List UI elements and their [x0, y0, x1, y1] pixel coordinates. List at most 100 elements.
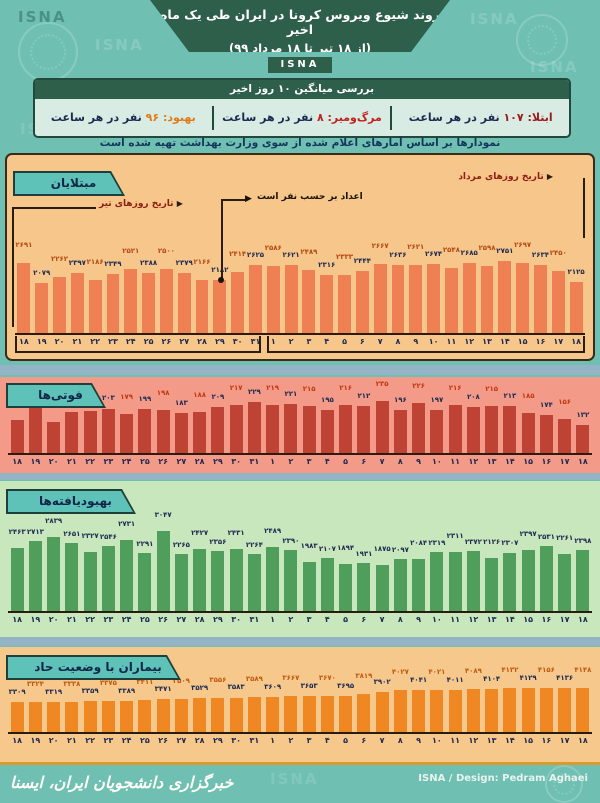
- bar-chart-critical: ۳۳۰۹ ۱۸ ۳۳۲۴ ۱۹ ۳۳۱۹ ۲۰ ۳۳۳۸ ۲۱ ۳۳۵۹ ۲۲ ۳۳۷۵ ۲۳ ۳۳۸۹…: [8, 657, 592, 745]
- bar-value-label: ۲۶۸۵: [460, 249, 478, 258]
- bar-slot: ۲۳۳۳ ۵: [336, 191, 354, 346]
- bar-slot: ۴۱۰۴ ۱۳: [483, 657, 501, 745]
- bar-value-label: ۳۵۲۹: [191, 684, 209, 693]
- x-tick-label: ۲۹: [212, 615, 223, 624]
- bar-value-label: ۳۴۷۱: [154, 685, 172, 694]
- bar-slot: ۲۵۰۰ ۲۶: [157, 191, 176, 346]
- bar: [83, 701, 97, 732]
- bar-value-label: ۲۵۰۰: [157, 247, 175, 256]
- x-tick-label: ۸: [395, 337, 401, 346]
- x-tick-label: ۲۷: [179, 337, 190, 346]
- x-tick-label: ۶: [361, 615, 367, 624]
- bar-value-label: ۲۲۶: [412, 382, 426, 391]
- x-tick-label: ۲۰: [54, 337, 65, 346]
- bar: [47, 537, 61, 611]
- bar-value-label: ۲۱۵: [485, 384, 499, 393]
- bar-slot: ۲۲۶۴ ۳۱: [245, 491, 263, 624]
- bar-slot: ۲۳۱۶ ۴: [318, 191, 336, 346]
- x-tick-label: ۱۸: [12, 736, 23, 745]
- bar-value-label: ۴۰۲۱: [428, 668, 446, 677]
- bar-value-label: ۱۹۳۱: [355, 550, 373, 559]
- bar: [174, 698, 188, 732]
- bar-value-label: ۱۹۶: [393, 396, 407, 405]
- bar-slot: ۲۲۶ ۹: [410, 382, 428, 466]
- bar-slot: ۲۱۶ ۱۱: [446, 384, 464, 466]
- bar-value-label: ۲۷۱۳: [26, 527, 44, 536]
- x-tick-label: ۲۴: [121, 457, 132, 466]
- x-tick-label: ۵: [342, 337, 347, 346]
- x-tick-label: ۷: [379, 736, 385, 745]
- bar: [466, 550, 480, 611]
- x-tick-label: ۳۱: [249, 457, 260, 466]
- x-tick-label: ۸: [397, 736, 403, 745]
- stat-label: مرگ‌ومیر:: [327, 110, 382, 124]
- bar: [229, 548, 243, 611]
- bar-value-label: ۲۴۶۳: [8, 527, 26, 536]
- x-tick-label: ۱۳: [482, 337, 492, 346]
- bar-slot: ۲۶۶۷ ۷: [371, 191, 389, 346]
- bar-value-label: ۴۱۳۲: [501, 666, 519, 675]
- bar-value-label: ۱۳۲: [576, 411, 590, 419]
- bar-value-label: ۲۷۵۱: [496, 247, 514, 255]
- x-tick-label: ۳۰: [231, 736, 242, 745]
- bar: [247, 553, 261, 611]
- x-tick-label: ۲۱: [66, 736, 77, 745]
- x-tick-label: ۲۴: [121, 736, 132, 745]
- bar: [120, 700, 134, 732]
- bar: [302, 269, 316, 333]
- bar-slot: ۲۳۰۷ ۱۴: [501, 491, 519, 624]
- x-tick-label: ۱۳: [486, 736, 497, 745]
- x-tick-label: ۱۶: [541, 457, 552, 466]
- bar-slot: ۳۵۵۶ ۲۹: [209, 657, 227, 745]
- x-tick-label: ۳۰: [231, 615, 242, 624]
- bar-value-label: ۲۴۵۰: [549, 248, 567, 257]
- bar-value-label: ۱۷۹: [120, 393, 134, 402]
- bar-slot: ۲۳۹۸ ۱۸: [574, 491, 592, 624]
- x-tick-label: ۲۳: [103, 736, 114, 745]
- x-tick-label: ۶: [359, 337, 365, 346]
- bar-value-label: ۱۸۳: [174, 399, 188, 408]
- isna-logo: ISNA: [268, 57, 332, 73]
- bar: [373, 263, 387, 333]
- bar: [338, 274, 351, 333]
- bar: [231, 272, 245, 333]
- bar: [375, 692, 389, 732]
- x-tick-label: ۲۳: [103, 457, 114, 466]
- bar: [284, 265, 298, 333]
- bar-value-label: ۲۴۸۹: [300, 247, 318, 256]
- bar-slot: ۳۰۴۷ ۲۶: [154, 491, 172, 624]
- bar: [355, 271, 369, 333]
- bar-slot: ۱۹۳۱ ۶: [355, 491, 373, 624]
- bar: [558, 553, 572, 611]
- bar-value-label: ۲۴۱۴: [229, 250, 247, 259]
- bar: [444, 267, 458, 333]
- x-tick-label: ۳۱: [249, 736, 260, 745]
- bar-slot: ۳۸۱۹ ۶: [355, 657, 373, 745]
- section-tab-label: مبتلایان: [15, 173, 122, 194]
- bar: [448, 405, 462, 453]
- bar-slot: ۱۷۹ ۲۴: [118, 385, 136, 466]
- bar: [393, 410, 407, 453]
- bar-slot: ۳۴۷۱ ۲۶: [154, 657, 172, 745]
- bar: [10, 420, 24, 453]
- x-tick-label: ۳۰: [231, 457, 242, 466]
- x-tick-label: ۱۱: [450, 457, 461, 466]
- x-tick-label: ۳: [306, 615, 312, 624]
- bar: [448, 690, 462, 732]
- divider-strip: [0, 473, 600, 480]
- bar-value-label: ۴۰۲۷: [391, 668, 409, 677]
- bar: [247, 402, 261, 453]
- bar: [357, 693, 371, 732]
- bar-value-label: ۳۳۸۹: [118, 686, 136, 695]
- bar-value-label: ۴۱۴۸: [574, 666, 592, 675]
- x-tick-label: ۱۱: [450, 615, 461, 624]
- x-tick-label: ۲۱: [66, 457, 77, 466]
- bar-slot: ۲۳۱۹ ۱۰: [428, 491, 446, 624]
- bar-slot: ۲۶۳۴ ۱۶: [532, 191, 550, 346]
- bar: [427, 263, 441, 333]
- x-tick-label: ۳: [306, 736, 312, 745]
- bar-slot: ۲۴۲۷ ۲۸: [191, 491, 209, 624]
- design-credit: ISNA / Design: Pedram Aghaei: [418, 773, 588, 784]
- bar: [320, 410, 334, 453]
